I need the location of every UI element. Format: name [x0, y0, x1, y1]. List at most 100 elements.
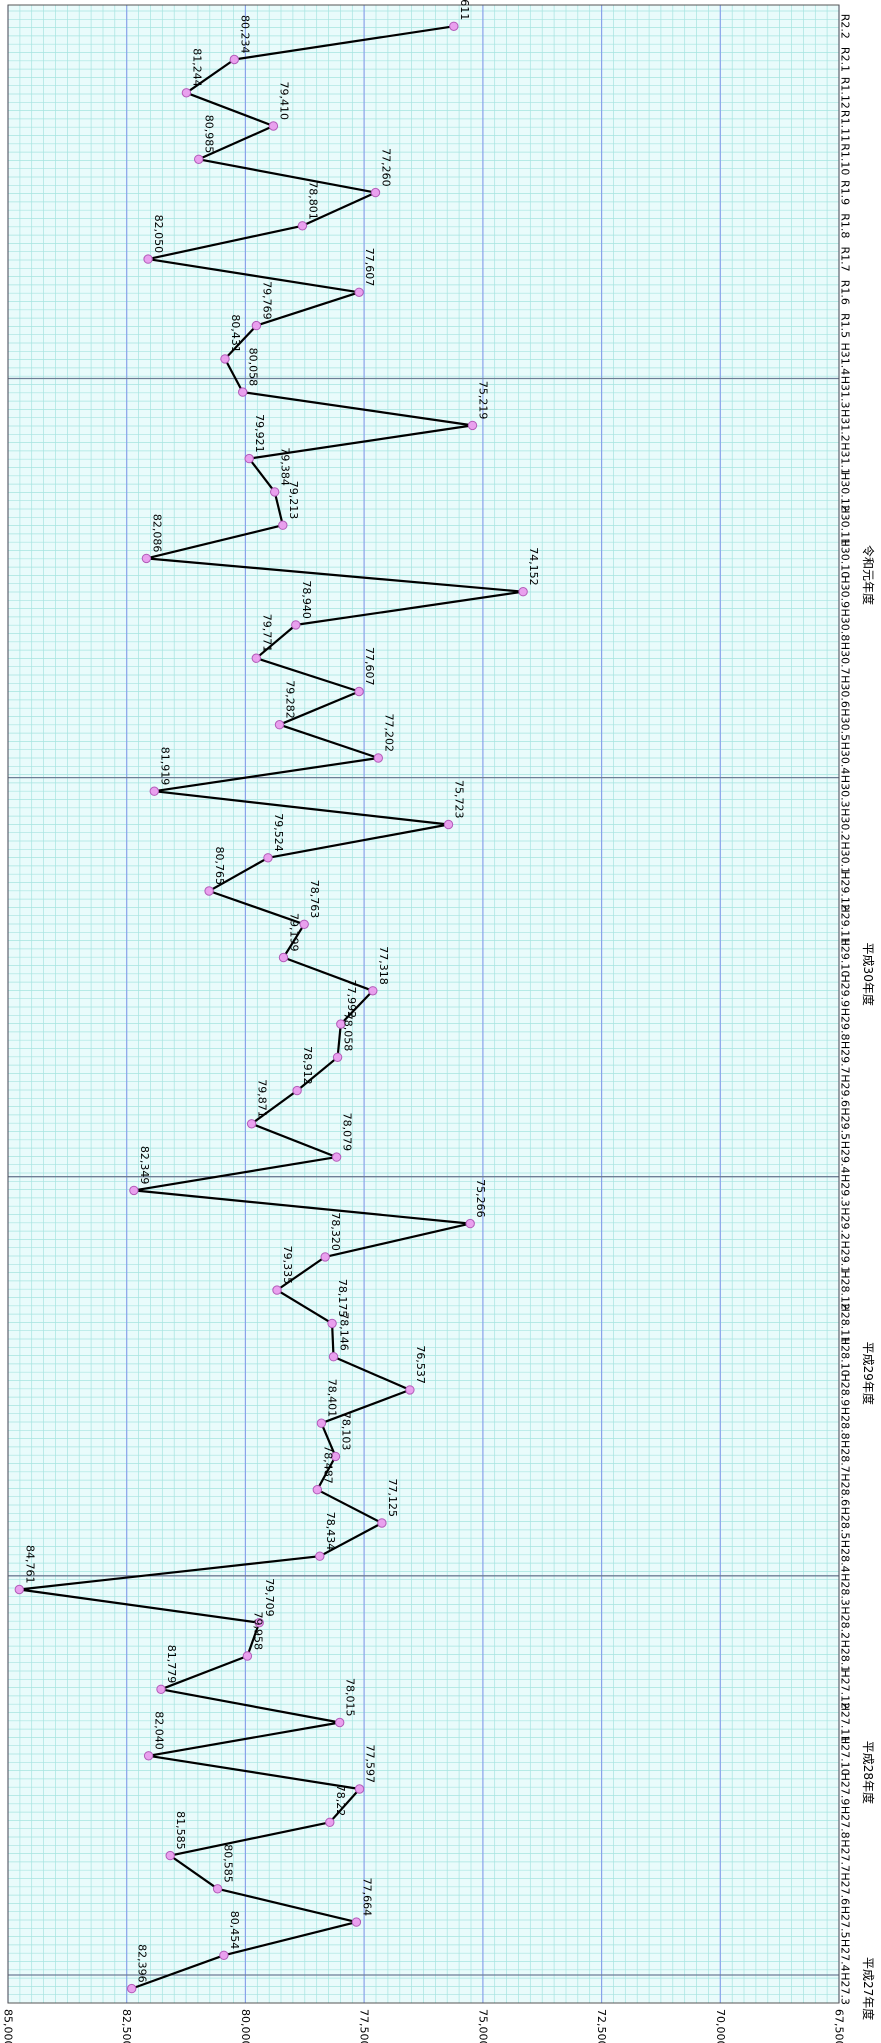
- category-tick-label: H29.1: [839, 1241, 852, 1274]
- value-tick-label: 70,000: [714, 2009, 727, 2043]
- data-label: 77,318: [377, 946, 390, 985]
- data-point-marker: [354, 1784, 365, 1794]
- data-point-marker: [316, 1418, 327, 1428]
- data-label: 79,384: [279, 447, 292, 486]
- category-tick-label: H31.2: [839, 409, 852, 442]
- data-label: 77,125: [386, 1479, 399, 1518]
- value-tick-labels: 85,000 82,500 80,000 77,500 75,000 72,500 70,0…: [2, 2009, 846, 2043]
- data-label: 82,086: [150, 514, 163, 553]
- data-label: 78,434: [324, 1512, 337, 1551]
- data-label: 80,454: [228, 1911, 241, 1950]
- data-point-marker: [238, 387, 248, 397]
- value-tick-label: 75,000: [476, 2009, 489, 2043]
- data-point-marker: [149, 786, 160, 796]
- data-point-marker: [156, 1684, 166, 1695]
- category-tick-label: R1.9: [839, 180, 852, 205]
- data-point-marker: [242, 1651, 253, 1661]
- value-tick-label: 80,000: [239, 2009, 252, 2043]
- category-tick-label: H28.12: [839, 1270, 852, 1310]
- data-point-marker: [312, 1485, 322, 1495]
- data-label: 81,919: [158, 747, 171, 786]
- category-tick-label: H30.11: [839, 505, 852, 545]
- category-tick-label: H27.4: [839, 1939, 852, 1972]
- data-point-marker: [263, 853, 273, 863]
- data-label: 75,266: [474, 1179, 487, 1218]
- data-point-marker: [220, 354, 230, 364]
- category-tick-label: R1.11: [839, 110, 852, 142]
- category-tick-label: H30.1: [839, 841, 852, 874]
- data-label: 77,597: [364, 1745, 377, 1784]
- data-label: 80,585: [222, 1844, 235, 1883]
- data-label: 81,779: [165, 1645, 178, 1684]
- grid-lines: [7, 4, 840, 2004]
- category-tick-label: H28.4: [839, 1540, 852, 1573]
- data-point-marker: [331, 1152, 342, 1162]
- data-label: 77,607: [363, 248, 376, 287]
- data-point-marker: [320, 1252, 330, 1262]
- data-point-marker: [251, 653, 261, 663]
- data-label: 80,985: [203, 115, 216, 154]
- data-label: 78,058: [342, 1013, 355, 1052]
- category-tick-label: H30.8: [839, 609, 852, 642]
- category-tick-label: H31.3: [839, 376, 852, 409]
- data-label: 82,040: [153, 1711, 166, 1750]
- category-tick-label: H29.9: [839, 974, 852, 1007]
- data-point-marker: [244, 453, 254, 464]
- category-tick-label: H27.6: [839, 1872, 852, 1905]
- category-tick-label: R1.6: [839, 280, 852, 305]
- category-tick-label: H30.3: [839, 775, 852, 808]
- data-point-marker: [204, 886, 214, 896]
- data-point-marker: [278, 952, 289, 963]
- data-label: 78,103: [340, 1412, 353, 1451]
- data-point-marker: [14, 1584, 24, 1595]
- fiscal-year-label: 令和元年度: [861, 545, 876, 605]
- category-tick-label: H29.11: [839, 904, 852, 944]
- fiscal-year-label: 平成29年度: [861, 1342, 876, 1405]
- data-point-marker: [373, 753, 383, 763]
- data-label: 78,320: [329, 1212, 342, 1251]
- data-label: 79,771: [260, 614, 273, 653]
- category-tick-label: R1.7: [839, 247, 852, 272]
- category-tick-label: H30.12: [839, 472, 852, 512]
- category-tick-label: H29.8: [839, 1008, 852, 1041]
- data-point-marker: [449, 21, 459, 31]
- series-line: [18, 25, 525, 1990]
- data-label: 78,763: [308, 880, 321, 919]
- data-label: 77,202: [382, 714, 395, 753]
- category-tick-label: H28.10: [839, 1337, 852, 1377]
- category-tick-label: H27.8: [839, 1806, 852, 1839]
- data-point-marker: [370, 187, 381, 198]
- category-tick-label: H30.7: [839, 642, 852, 675]
- plot-frame: [7, 4, 840, 2004]
- category-tick-label: H28.5: [839, 1507, 852, 1540]
- category-tick-label: H27.12: [839, 1669, 852, 1709]
- category-tick-label: H30.10: [839, 539, 852, 579]
- category-tick-label: H27.3: [839, 1972, 852, 2005]
- data-point-marker: [327, 1318, 337, 1329]
- data-label: 82,349: [138, 1146, 151, 1185]
- data-label: 78,079: [341, 1113, 354, 1152]
- data-label: 80,431: [229, 314, 242, 353]
- data-label: 74,152: [527, 547, 540, 586]
- category-tick-label: H29.4: [839, 1141, 852, 1174]
- data-point-marker: [165, 1850, 175, 1861]
- value-tick-label: 72,500: [595, 2009, 608, 2043]
- data-point-marker: [181, 88, 192, 98]
- data-label: 79,335: [281, 1246, 294, 1285]
- category-tick-label: H29.10: [839, 938, 852, 978]
- data-labels: 82,396 80,454 77,664 80,585 81,585 78,22 77,59…: [23, 0, 540, 1983]
- value-tick-label: 77,500: [358, 2009, 371, 2043]
- data-label: 82,050: [152, 215, 165, 254]
- data-point-marker: [377, 1518, 387, 1528]
- data-point-marker: [268, 121, 279, 131]
- category-tick-label: H29.2: [839, 1207, 852, 1240]
- data-point-marker: [291, 620, 301, 630]
- data-label: 80,765: [213, 847, 226, 886]
- fiscal-year-label: 平成30年度: [861, 943, 876, 1006]
- data-point-marker: [143, 254, 153, 264]
- data-point-marker: [229, 54, 240, 65]
- data-point-marker: [129, 1185, 139, 1196]
- category-tick-label: H27.9: [839, 1773, 852, 1806]
- fiscal-year-label: 平成28年度: [861, 1741, 876, 1804]
